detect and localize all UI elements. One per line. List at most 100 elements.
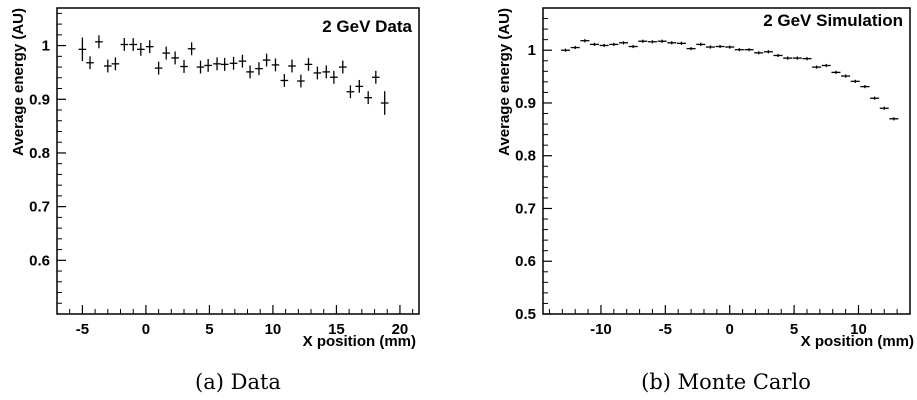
data-point <box>95 35 103 49</box>
x-tick-label: 0 <box>726 321 734 338</box>
data-point <box>204 59 212 72</box>
y-tick-label: 1 <box>42 38 50 55</box>
data-point <box>792 56 802 60</box>
data-point <box>255 62 263 76</box>
y-tick-label: 0.8 <box>29 145 50 162</box>
data-point <box>220 57 229 71</box>
y-axis-label: Average energy (AU) <box>10 8 27 156</box>
data-point <box>754 51 764 55</box>
data-point <box>338 60 347 74</box>
data-point <box>725 45 735 49</box>
data-point <box>696 42 706 46</box>
data-point <box>676 41 686 45</box>
data-point <box>889 117 899 121</box>
data-point <box>715 44 725 49</box>
data-point <box>213 57 221 71</box>
data-point <box>103 59 112 73</box>
plot-label: 2 GeV Simulation <box>763 11 903 30</box>
x-tick-label: 10 <box>265 321 282 338</box>
data-point <box>129 38 138 51</box>
data-point <box>812 65 822 69</box>
data-point <box>850 79 860 83</box>
data-point <box>561 48 571 52</box>
data-point <box>280 74 289 87</box>
data-point <box>120 38 129 51</box>
data-point <box>638 39 648 43</box>
data-point <box>313 66 322 80</box>
data-point <box>667 41 677 45</box>
data-point <box>841 74 851 78</box>
data-point <box>330 70 338 84</box>
data-point <box>647 40 657 44</box>
plot-frame <box>56 7 420 315</box>
panel-monte-carlo: 2 GeV Simulation X position (mm) Average… <box>496 7 914 394</box>
data-point <box>187 42 196 56</box>
data-point <box>744 48 754 52</box>
data-point <box>322 65 331 79</box>
data-point <box>162 46 171 60</box>
data-point <box>860 85 870 89</box>
data-points <box>561 39 899 121</box>
data-point <box>246 65 254 79</box>
x-tick-label: 10 <box>850 321 867 338</box>
x-tick-label: 20 <box>392 321 409 338</box>
x-tick-label: 0 <box>142 321 150 338</box>
data-point <box>763 50 773 54</box>
x-tick-label: 5 <box>205 321 213 338</box>
x-tick-label: -5 <box>659 321 672 338</box>
data-point <box>154 61 163 75</box>
data-point <box>372 70 380 84</box>
plot-label: 2 GeV Data <box>322 17 412 36</box>
data-point <box>570 45 580 50</box>
data-point <box>773 53 783 58</box>
data-point <box>657 39 667 43</box>
data-point <box>590 42 600 46</box>
data-point <box>111 57 120 71</box>
data-point <box>609 42 619 46</box>
data-point <box>271 58 280 72</box>
y-tick-label: 0.5 <box>515 306 536 323</box>
data-point <box>297 74 305 88</box>
data-point <box>580 39 590 43</box>
y-tick-label: 0.7 <box>29 199 50 216</box>
x-axis-label: X position (mm) <box>303 333 416 350</box>
data-point <box>705 45 715 49</box>
y-tick-label: 0.6 <box>29 252 50 269</box>
data-point <box>686 47 696 51</box>
data-point <box>238 54 247 68</box>
data-point <box>380 91 389 115</box>
y-tick-label: 0.9 <box>515 95 536 112</box>
data-point <box>364 91 373 105</box>
data-point <box>802 57 812 61</box>
caption: (a) Data <box>195 370 281 394</box>
x-tick-label: 5 <box>790 321 798 338</box>
data-point <box>618 41 628 45</box>
data-point <box>821 63 831 68</box>
data-point <box>86 56 94 70</box>
data-point <box>229 56 238 70</box>
data-point <box>599 43 609 48</box>
data-point <box>304 57 313 71</box>
axis-ticks: -5 0 5 10 15 20 0.6 0.7 0.8 0.9 1 <box>29 12 414 338</box>
y-tick-label: 0.6 <box>515 253 536 270</box>
data-point <box>734 48 744 52</box>
data-point <box>180 60 188 73</box>
caption: (b) Monte Carlo <box>641 370 811 394</box>
panel-data: 2 GeV Data X position (mm) Average energ… <box>10 7 420 394</box>
data-point <box>628 44 638 49</box>
data-point <box>870 96 880 100</box>
data-point <box>831 70 841 74</box>
data-point <box>171 51 179 65</box>
data-point <box>288 59 296 73</box>
y-axis-label: Average energy (AU) <box>496 8 513 156</box>
data-point <box>137 42 145 56</box>
y-tick-label: 0.8 <box>515 148 536 165</box>
data-point <box>355 79 364 93</box>
x-tick-label: -5 <box>76 321 89 338</box>
plot-frame <box>542 7 911 315</box>
data-point <box>145 40 154 54</box>
y-tick-label: 0.9 <box>29 91 50 108</box>
data-point <box>783 56 793 60</box>
data-points <box>78 35 389 115</box>
